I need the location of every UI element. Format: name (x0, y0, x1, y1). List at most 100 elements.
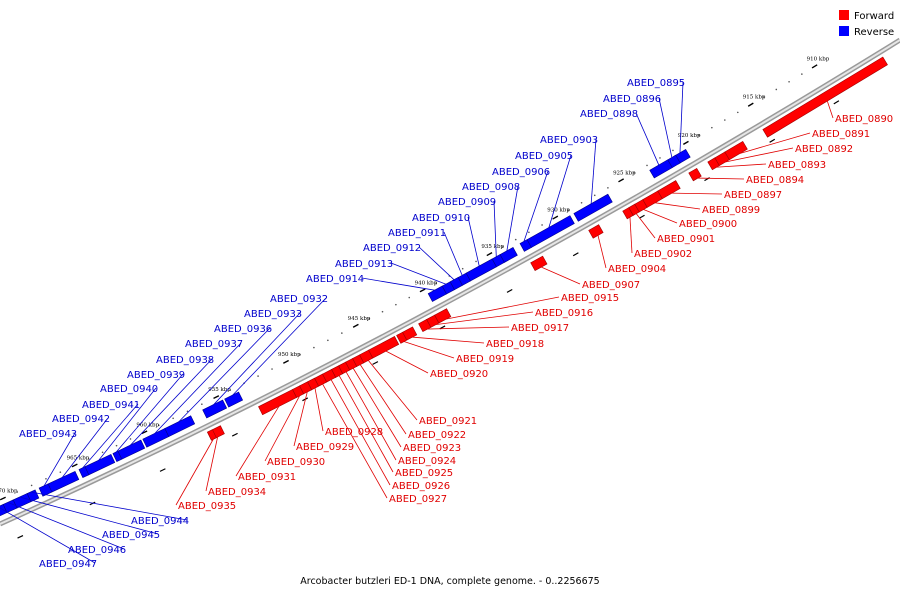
gene-label-abed-0909[interactable]: ABED_0909 (438, 197, 496, 208)
gene-label-abed-0919[interactable]: ABED_0919 (456, 354, 514, 365)
leader-line (205, 436, 219, 492)
gene-label-abed-0946[interactable]: ABED_0946 (68, 545, 126, 556)
gene-label-abed-0927[interactable]: ABED_0927 (389, 494, 447, 505)
gene-box-abed-0894[interactable] (688, 167, 702, 182)
gene-label-abed-0943[interactable]: ABED_0943 (19, 429, 77, 440)
scale-minor-tick (659, 157, 661, 159)
gene-label-abed-0918[interactable]: ABED_0918 (486, 339, 544, 350)
gene-box-abed-0937[interactable] (142, 428, 170, 448)
gene-box-abed-0935[interactable] (207, 429, 217, 441)
gene-label-abed-0902[interactable]: ABED_0902 (634, 249, 692, 260)
scale-minor-tick (172, 417, 174, 420)
gene-box-abed-0903[interactable] (573, 193, 613, 222)
gene-box-abed-0898[interactable] (649, 159, 673, 179)
gene-label-abed-0941[interactable]: ABED_0941 (82, 400, 140, 411)
gene-box-abed-0890[interactable] (762, 56, 888, 138)
gene-box-abed-0907[interactable] (530, 255, 548, 272)
gene-label-abed-0926[interactable]: ABED_0926 (392, 481, 450, 492)
gene-label-abed-0930[interactable]: ABED_0930 (267, 457, 325, 468)
gene-label-abed-0942[interactable]: ABED_0942 (52, 414, 110, 425)
gene-box-abed-0933[interactable] (202, 399, 228, 419)
gene-box-abed-0904[interactable] (588, 224, 604, 239)
gene-label-abed-0937[interactable]: ABED_0937 (185, 339, 243, 350)
gene-box-abed-0919[interactable] (396, 331, 408, 344)
leader-line (635, 213, 656, 239)
leader-line (359, 364, 407, 435)
scale-tick (419, 288, 426, 293)
gene-label-abed-0892[interactable]: ABED_0892 (795, 144, 853, 155)
scale-minor-tick (201, 403, 203, 405)
gene-box-abed-0931[interactable] (258, 389, 297, 416)
gene-label-abed-0913[interactable]: ABED_0913 (335, 259, 393, 270)
gene-label-abed-0906[interactable]: ABED_0906 (492, 167, 550, 178)
gene-label-abed-0934[interactable]: ABED_0934 (208, 487, 266, 498)
leader-line (61, 417, 109, 479)
gene-label-abed-0921[interactable]: ABED_0921 (419, 416, 477, 427)
gene-label-abed-0903[interactable]: ABED_0903 (540, 135, 598, 146)
gene-box-abed-0943[interactable] (38, 483, 53, 497)
gene-label-abed-0908[interactable]: ABED_0908 (462, 182, 520, 193)
gene-label-abed-0928[interactable]: ABED_0928 (325, 427, 383, 438)
leader-line (506, 185, 519, 252)
gene-label-abed-0929[interactable]: ABED_0929 (296, 442, 354, 453)
gene-label-abed-0904[interactable]: ABED_0904 (608, 264, 666, 275)
scale-minor-tick (541, 224, 543, 226)
gene-label-abed-0922[interactable]: ABED_0922 (408, 430, 466, 441)
gene-label-abed-0891[interactable]: ABED_0891 (812, 129, 870, 140)
gene-label-abed-0925[interactable]: ABED_0925 (395, 468, 453, 479)
gene-label-abed-0923[interactable]: ABED_0923 (403, 443, 461, 454)
scale-minor-tick (724, 119, 726, 121)
scale-minor-tick (698, 134, 700, 137)
scale-minor-tick (567, 209, 570, 212)
gene-label-abed-0945[interactable]: ABED_0945 (102, 530, 160, 541)
gene-box-abed-0941[interactable] (78, 466, 90, 479)
leader-line (81, 403, 139, 469)
scale-minor-tick (435, 282, 437, 284)
gene-box-abed-0939[interactable] (112, 450, 123, 462)
gene-label-abed-0896[interactable]: ABED_0896 (603, 94, 661, 105)
gene-label-abed-0890[interactable]: ABED_0890 (835, 114, 893, 125)
scale-minor-tick (646, 164, 648, 167)
gene-label-abed-0899[interactable]: ABED_0899 (702, 205, 760, 216)
leader-line (177, 327, 271, 423)
gene-box-abed-0906[interactable] (519, 239, 532, 252)
gene-label-abed-0900[interactable]: ABED_0900 (679, 219, 737, 230)
gene-label-abed-0936[interactable]: ABED_0936 (214, 324, 272, 335)
gene-label-abed-0939[interactable]: ABED_0939 (127, 370, 185, 381)
gene-label-abed-0935[interactable]: ABED_0935 (178, 501, 236, 512)
gene-label-abed-0920[interactable]: ABED_0920 (430, 369, 488, 380)
leader-line (338, 374, 394, 473)
gene-box-abed-0914[interactable] (427, 285, 447, 302)
gene-label-abed-0940[interactable]: ABED_0940 (100, 384, 158, 395)
gene-label-abed-0898[interactable]: ABED_0898 (580, 109, 638, 120)
scale-tick (682, 140, 689, 145)
gene-label-abed-0894[interactable]: ABED_0894 (746, 175, 804, 186)
gene-label-abed-0916[interactable]: ABED_0916 (535, 308, 593, 319)
leader-line (330, 379, 391, 486)
scale-minor-tick (672, 149, 674, 152)
leader-line (635, 112, 660, 166)
gene-label-abed-0914[interactable]: ABED_0914 (306, 274, 364, 285)
gene-label-abed-0915[interactable]: ABED_0915 (561, 293, 619, 304)
gene-label-abed-0932[interactable]: ABED_0932 (270, 294, 328, 305)
leader-line (352, 367, 402, 448)
leader-line (826, 100, 834, 119)
gene-label-abed-0917[interactable]: ABED_0917 (511, 323, 569, 334)
gene-label-abed-0912[interactable]: ABED_0912 (363, 243, 421, 254)
gene-label-abed-0947[interactable]: ABED_0947 (39, 559, 97, 570)
gene-box-abed-0902[interactable] (622, 207, 634, 220)
gene-label-abed-0901[interactable]: ABED_0901 (657, 234, 715, 245)
gene-label-abed-0907[interactable]: ABED_0907 (582, 280, 640, 291)
gene-label-abed-0944[interactable]: ABED_0944 (131, 516, 189, 527)
gene-label-abed-0933[interactable]: ABED_0933 (244, 309, 302, 320)
gene-label-abed-0893[interactable]: ABED_0893 (768, 160, 826, 171)
gene-label-abed-0897[interactable]: ABED_0897 (724, 190, 782, 201)
gene-label-abed-0905[interactable]: ABED_0905 (515, 151, 573, 162)
gene-label-abed-0924[interactable]: ABED_0924 (398, 456, 456, 467)
gene-box-abed-0932[interactable] (224, 391, 244, 408)
gene-label-abed-0931[interactable]: ABED_0931 (238, 472, 296, 483)
gene-label-abed-0895[interactable]: ABED_0895 (627, 78, 685, 89)
gene-label-abed-0938[interactable]: ABED_0938 (156, 355, 214, 366)
gene-label-abed-0910[interactable]: ABED_0910 (412, 213, 470, 224)
gene-label-abed-0911[interactable]: ABED_0911 (388, 228, 446, 239)
